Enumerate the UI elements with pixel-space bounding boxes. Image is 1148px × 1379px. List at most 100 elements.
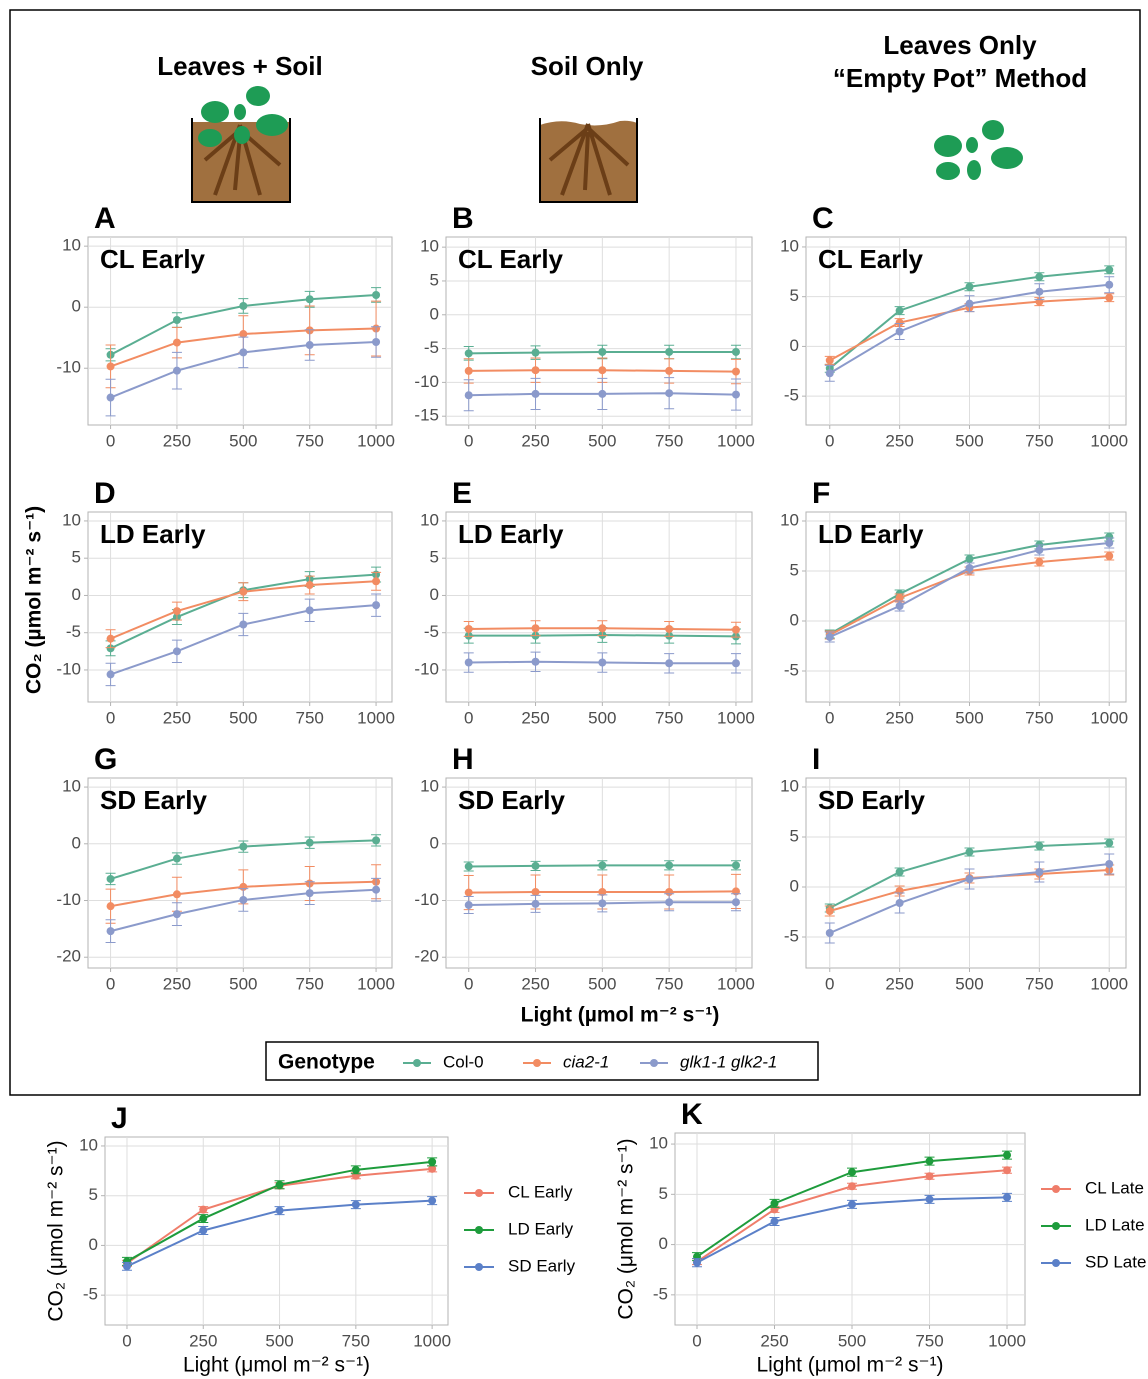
data-point [1035,272,1044,281]
data-point [239,895,248,904]
x-tick-label: 1000 [717,431,755,450]
plot-panel [104,1136,449,1326]
column-header: Leaves + Soil [157,51,322,81]
legend-swatch [475,1263,483,1271]
data-point [731,367,740,376]
data-point [172,854,181,863]
y-tick-label: 10 [420,777,439,796]
y-tick-label: -10 [414,372,439,391]
data-point [172,647,181,656]
data-point [965,875,974,883]
data-point [1105,533,1114,541]
y-axis-label: CO₂ (µmol m⁻² s⁻¹) [23,506,46,694]
x-tick-label: 250 [163,431,191,450]
x-tick-label: 750 [655,974,683,993]
data-point [731,625,740,634]
legend-swatch [1052,1185,1060,1193]
data-point [598,658,607,667]
data-point [305,341,314,350]
x-tick-label: 0 [825,431,834,450]
data-point [464,658,473,667]
y-tick-label: 0 [790,336,799,355]
data-point [895,306,904,315]
panel-letter: J [111,1102,128,1135]
y-tick-label: 0 [430,833,439,852]
data-point [428,1164,437,1173]
data-point [1105,265,1114,274]
x-tick-label: 250 [189,1331,217,1350]
x-tick-label: 500 [955,431,983,450]
data-point [531,389,540,398]
y-tick-label: 5 [89,1185,98,1204]
plot-panel [805,511,1127,703]
data-point [305,606,314,615]
x-tick-label: 250 [521,974,549,993]
x-tick-label: 750 [655,708,683,727]
data-point [275,1206,284,1215]
data-point [731,898,740,907]
leaves-icon [934,120,1023,180]
data-point [598,347,607,356]
data-point [531,348,540,357]
data-point [305,889,314,898]
x-tick-label: 1000 [413,1331,451,1350]
data-point [464,624,473,633]
data-point [239,620,248,629]
x-tick-label: 1000 [988,1331,1026,1350]
x-tick-label: 500 [838,1331,866,1350]
leaves-soil-icon [191,86,291,203]
panel-title: LD Early [458,519,564,549]
data-point [825,369,834,378]
y-tick-label: 10 [62,236,81,255]
data-point [239,301,248,310]
data-point [106,393,115,402]
data-point [172,316,181,325]
data-point [825,907,834,915]
data-point [172,890,181,899]
x-tick-label: 0 [106,974,115,993]
x-tick-label: 250 [760,1331,788,1350]
legend-entry: LD Late [1085,1215,1145,1234]
x-tick-label: 750 [915,1331,943,1350]
data-point [825,633,834,641]
y-tick-label: -5 [424,338,439,357]
panel-title: SD Early [100,785,207,815]
data-point [1105,293,1114,302]
data-point [665,624,674,633]
x-tick-label: 250 [163,974,191,993]
y-tick-label: -10 [414,890,439,909]
data-point [693,1258,702,1267]
data-point [351,1200,360,1209]
legend-entry: Col-0 [443,1052,484,1071]
legend-swatch [413,1059,421,1067]
column-header: Soil Only [531,51,644,81]
column-header: Leaves Only [883,30,1037,60]
y-tick-label: 0 [790,876,799,895]
data-point [275,1180,284,1189]
data-point [895,899,904,907]
data-point [895,594,904,602]
x-axis-label: Light (μmol m⁻² s⁻¹) [756,1354,943,1377]
legend-swatch [650,1059,658,1067]
data-point [1105,539,1114,547]
data-point [848,1182,857,1191]
data-point [1035,546,1044,554]
data-point [731,659,740,668]
y-tick-label: 5 [430,270,439,289]
data-point [372,836,381,845]
data-point [825,929,834,937]
x-tick-label: 750 [1025,974,1053,993]
plot-panel [674,1132,1026,1326]
y-tick-label: 0 [72,585,81,604]
y-tick-label: 10 [649,1134,668,1153]
data-point [925,1195,934,1204]
y-tick-label: 0 [89,1235,98,1254]
data-point [106,644,115,653]
x-tick-label: 250 [885,974,913,993]
y-tick-label: 0 [659,1234,668,1253]
data-point [965,299,974,308]
panel-title: CL Early [100,244,206,274]
data-point [598,888,607,896]
y-tick-label: 5 [72,548,81,567]
